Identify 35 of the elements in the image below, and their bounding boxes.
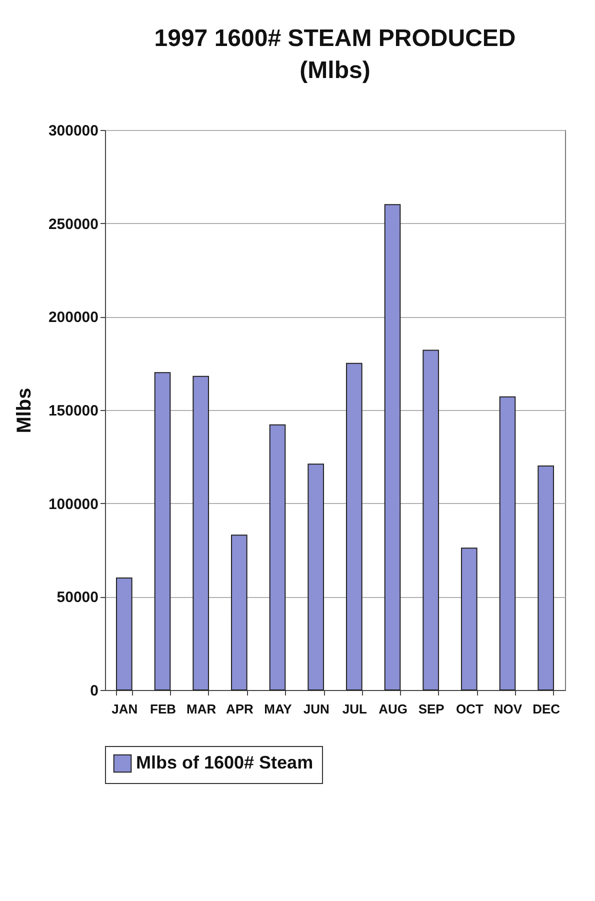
bar bbox=[538, 466, 554, 690]
y-tick-label: 250000 bbox=[48, 216, 98, 233]
x-tick-label: JUN bbox=[303, 702, 330, 716]
x-tick-label: FEB bbox=[150, 702, 176, 716]
y-axis-title: Mlbs bbox=[13, 388, 36, 434]
chart-subtitle: (Mlbs) bbox=[300, 57, 370, 84]
bar bbox=[269, 424, 286, 690]
bar bbox=[308, 464, 324, 690]
bar bbox=[346, 362, 362, 690]
y-tick-label: 200000 bbox=[48, 309, 98, 326]
y-tick-label: 150000 bbox=[48, 402, 98, 420]
bar bbox=[461, 548, 478, 690]
x-tick-label: JAN bbox=[112, 702, 138, 716]
x-tick-label: NOV bbox=[494, 702, 522, 716]
y-tick-label: 100000 bbox=[48, 496, 98, 513]
y-tick-label: 50000 bbox=[56, 589, 98, 606]
x-tick-label: AUG bbox=[378, 702, 408, 716]
x-tick-label: JUL bbox=[342, 702, 368, 716]
y-tick-label: 0 bbox=[90, 682, 98, 700]
x-tick-label: MAY bbox=[264, 702, 292, 716]
y-tick-label: 300000 bbox=[48, 122, 98, 140]
bar bbox=[116, 578, 132, 690]
x-tick-label: SEP bbox=[418, 702, 445, 716]
bar bbox=[192, 376, 209, 690]
bar bbox=[384, 204, 401, 690]
bar bbox=[231, 534, 248, 690]
x-tick-label: MAR bbox=[186, 702, 217, 716]
x-tick-label: DEC bbox=[532, 702, 561, 716]
bar bbox=[422, 350, 439, 690]
x-tick-label: OCT bbox=[456, 702, 484, 716]
bar bbox=[499, 396, 516, 690]
chart-title: 1997 1600# STEAM PRODUCED bbox=[154, 25, 516, 52]
legend-label: Mlbs of 1600# Steam bbox=[136, 752, 314, 772]
bar bbox=[154, 372, 171, 690]
x-tick-label: APR bbox=[226, 702, 254, 716]
